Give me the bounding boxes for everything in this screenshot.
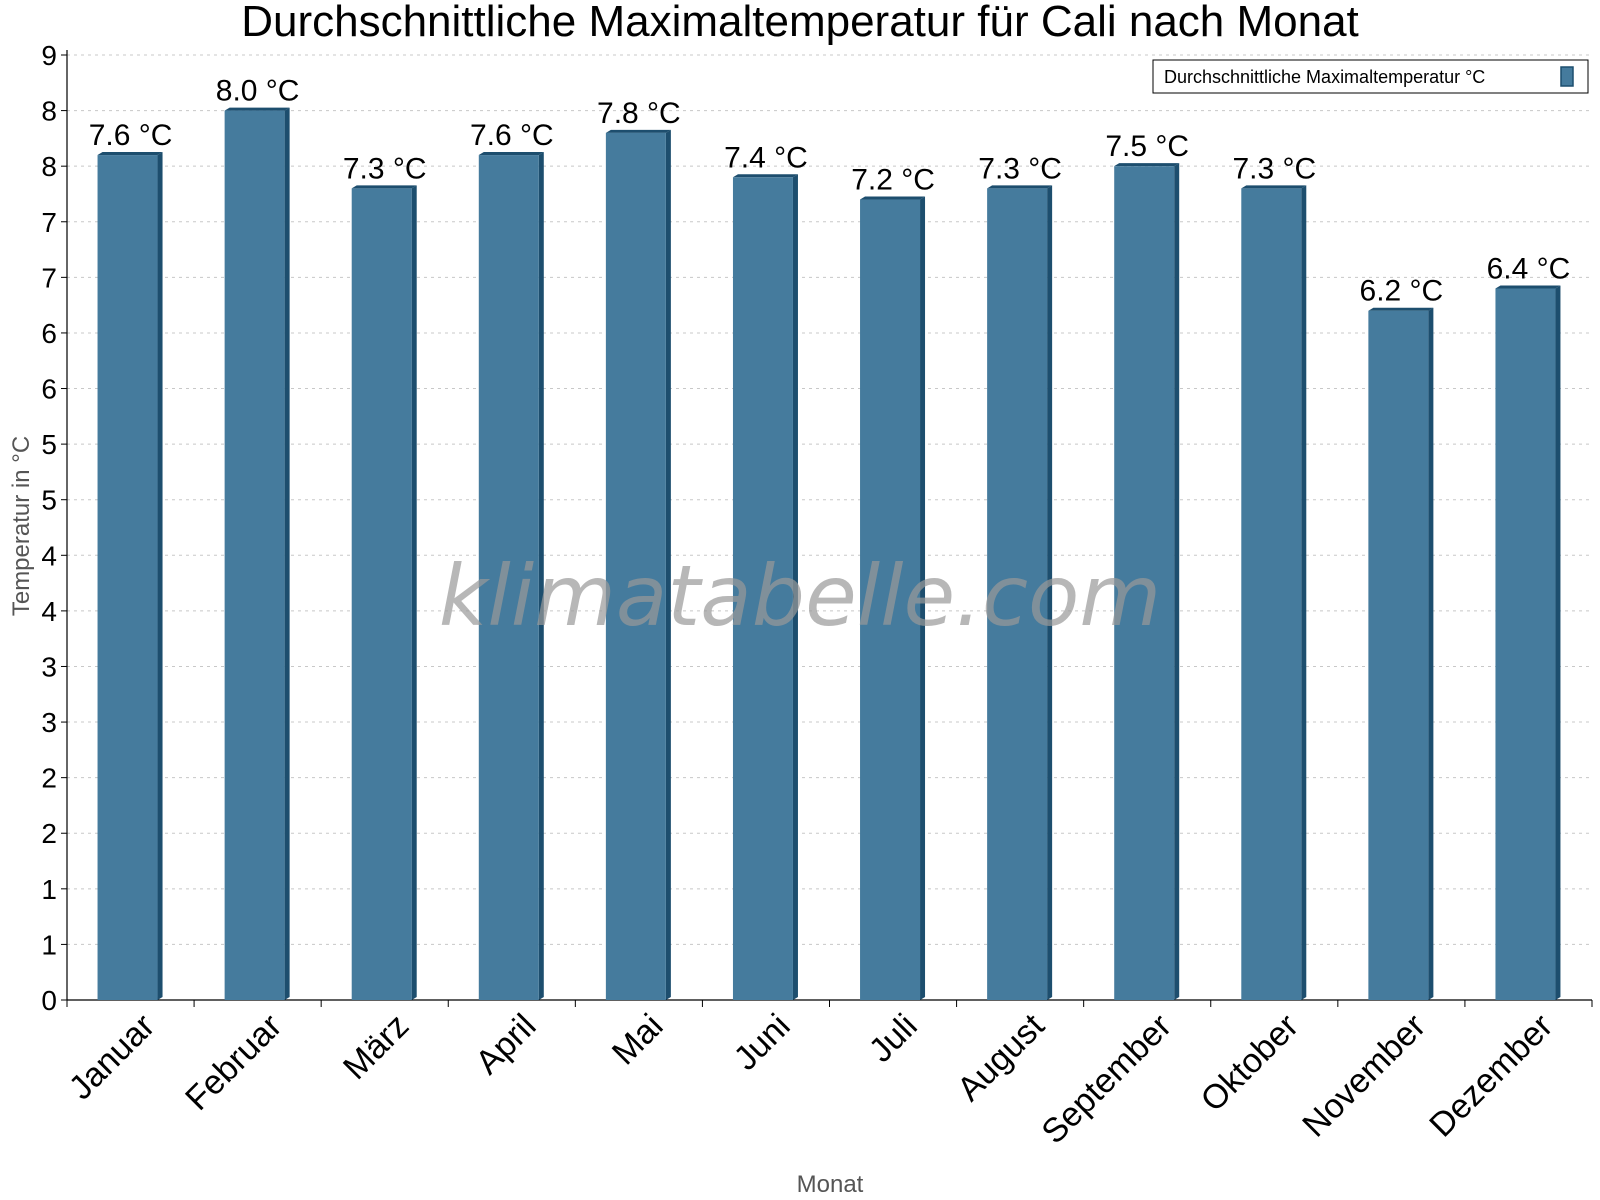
- data-label: 7.5 °C: [1105, 130, 1189, 163]
- data-label: 6.2 °C: [1360, 275, 1444, 308]
- data-label: 7.4 °C: [724, 141, 808, 174]
- y-tick-label: 1: [41, 874, 57, 905]
- bar-top: [97, 152, 163, 156]
- x-ticks: Januar Februar März April Mai Juni Juli AugustS…: [62, 1006, 1560, 1151]
- data-label: 7.3 °C: [343, 152, 427, 185]
- bar-side: [1047, 185, 1053, 1001]
- y-tick-label: 8: [41, 151, 57, 182]
- bars: [97, 107, 1561, 1001]
- y-tick-label: 4: [41, 596, 57, 627]
- y-tick-label: 4: [41, 540, 57, 571]
- bar: [1241, 188, 1302, 1001]
- bar-side: [792, 174, 798, 1000]
- y-tick-label: 0: [41, 985, 57, 1016]
- bar: [732, 177, 793, 1000]
- bar: [860, 199, 921, 1000]
- bar: [351, 188, 412, 1001]
- x-tick-label: August: [950, 1006, 1052, 1108]
- data-label: 8.0 °C: [216, 75, 300, 108]
- x-tick-label: Dezember: [1422, 1007, 1560, 1145]
- bar-top: [860, 196, 926, 200]
- grid: [67, 54, 1592, 945]
- bar-side: [538, 152, 544, 1000]
- legend-swatch: [1560, 66, 1574, 87]
- y-tick-label: 9: [41, 40, 57, 71]
- bar-side: [411, 185, 417, 1001]
- bar-side: [665, 129, 671, 1000]
- y-tick-label: 5: [41, 429, 57, 460]
- bar-top: [1495, 285, 1561, 289]
- data-label: 6.4 °C: [1487, 252, 1571, 285]
- y-tick-label: 7: [41, 207, 57, 238]
- bar-top: [605, 129, 671, 133]
- bar-side: [1174, 163, 1180, 1001]
- bar-top: [224, 107, 290, 111]
- x-tick-label: Juli: [862, 1007, 925, 1070]
- bar-side: [284, 107, 290, 1000]
- x-tick-label: September: [1034, 1007, 1178, 1151]
- x-tick-label: Mai: [605, 1007, 671, 1073]
- y-tick-label: 8: [41, 96, 57, 127]
- bar-top: [987, 185, 1053, 189]
- y-ticks: 0 1 1 2 2 3 3 4 4 5 5 6 6 7 7 8 8 9: [41, 40, 57, 1016]
- bar: [605, 132, 666, 1000]
- x-tick-label: Juni: [727, 1007, 798, 1078]
- bar-top: [1114, 163, 1180, 167]
- bar-top: [1241, 185, 1307, 189]
- y-tick-label: 6: [41, 374, 57, 405]
- bar-top: [1368, 307, 1434, 311]
- bar-side: [1555, 285, 1561, 1000]
- legend-label: Durchschnittliche Maximaltemperatur °C: [1164, 67, 1485, 87]
- legend: Durchschnittliche Maximaltemperatur °C: [1152, 59, 1589, 94]
- y-tick-label: 2: [41, 763, 57, 794]
- x-axis-title: Monat: [797, 1171, 864, 1198]
- y-axis-title: Temperatur in °C: [8, 436, 35, 616]
- bar-top: [351, 185, 417, 189]
- bar-top: [732, 174, 798, 178]
- chart-title: Durchschnittliche Maximaltemperatur für …: [241, 0, 1359, 46]
- y-tick-label: 5: [41, 485, 57, 516]
- bar: [1368, 310, 1429, 1000]
- watermark: klimatabelle.com: [439, 547, 1162, 645]
- y-tick-label: 6: [41, 318, 57, 349]
- data-label: 7.2 °C: [851, 164, 935, 197]
- y-tick-label: 3: [41, 707, 57, 738]
- y-tick-label: 2: [41, 818, 57, 849]
- data-label: 7.6 °C: [89, 119, 173, 152]
- axes: [61, 50, 1593, 1007]
- bar: [1114, 166, 1175, 1001]
- bar-side: [157, 152, 163, 1000]
- x-tick-label: November: [1295, 1007, 1433, 1145]
- y-tick-label: 1: [41, 929, 57, 960]
- bar: [987, 188, 1048, 1001]
- data-label: 7.3 °C: [978, 152, 1062, 185]
- bar-top: [478, 152, 544, 156]
- bar: [224, 110, 285, 1000]
- x-tick-label: März: [336, 1007, 416, 1087]
- bar: [1495, 288, 1556, 1000]
- x-tick-label: Oktober: [1194, 1007, 1306, 1119]
- bar: [97, 155, 158, 1000]
- x-tick-label: Januar: [62, 1007, 162, 1107]
- legend-box: [1152, 59, 1589, 94]
- bar-side: [1301, 185, 1307, 1001]
- y-tick-label: 3: [41, 651, 57, 682]
- data-label: 7.3 °C: [1232, 152, 1316, 185]
- data-label: 7.8 °C: [597, 97, 681, 130]
- y-tick-label: 7: [41, 262, 57, 293]
- bar: [478, 155, 539, 1000]
- data-labels: 7.6 °C 8.0 °C 7.3 °C 7.6 °C 7.8 °C 7.4 °C 7.2 …: [89, 75, 1571, 308]
- bar-side: [920, 196, 926, 1000]
- x-tick-label: April: [468, 1007, 543, 1082]
- bar-side: [1428, 307, 1434, 1000]
- data-label: 7.6 °C: [470, 119, 554, 152]
- x-tick-label: Februar: [178, 1007, 289, 1118]
